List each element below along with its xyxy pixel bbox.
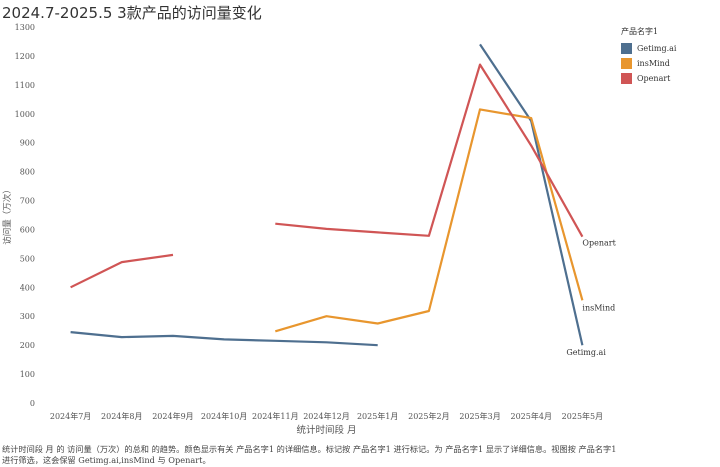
- legend-item-openart[interactable]: Openart: [621, 71, 676, 86]
- chart-caption: 统计时间段 月 的 访问量（万次）的总和 的趋势。颜色显示有关 产品名字1 的详…: [2, 444, 617, 465]
- x-tick-label: 2024年9月: [152, 411, 193, 421]
- end-label: insMind: [582, 303, 615, 312]
- series-line-openart: [70, 253, 174, 289]
- x-tick-label: 2024年12月: [303, 411, 350, 421]
- series-line-openart: [275, 63, 584, 238]
- y-axis-label: 访问量（万次）: [2, 185, 13, 245]
- series-line-getimgai: [70, 331, 378, 347]
- axes: 0 100 200 300 400 500 600 700 800 900 1000 1100 1200…: [2, 23, 603, 436]
- legend-title: 产品名字1: [621, 27, 659, 36]
- y-tick-label: 600: [20, 225, 35, 234]
- legend-swatch: [621, 43, 632, 54]
- legend-label: Openart: [637, 74, 671, 83]
- x-tick-label: 2025年1月: [357, 411, 398, 421]
- y-tick-label: 0: [30, 399, 35, 408]
- y-tick-label: 1000: [15, 110, 35, 119]
- end-label: Getimg.ai: [566, 348, 606, 357]
- legend-item-getimg[interactable]: Getimg.ai: [621, 41, 676, 56]
- x-tick-label: 2024年10月: [201, 411, 248, 421]
- line-chart: 0 100 200 300 400 500 600 700 800 900 1000 1100 1200…: [2, 23, 617, 436]
- end-label: Openart: [582, 239, 616, 248]
- legend: 产品名字1 Getimg.ai insMind Openart: [621, 26, 676, 86]
- x-tick-label: 2024年7月: [50, 411, 91, 421]
- x-tick-label: 2025年2月: [408, 411, 449, 421]
- legend-swatch: [621, 58, 632, 69]
- chart-title: 2024.7-2025.5 3款产品的访问量变化: [2, 4, 262, 22]
- series-line-insmind: [274, 108, 584, 333]
- y-tick-label: 1100: [15, 81, 35, 90]
- legend-swatch: [621, 73, 632, 84]
- y-tick-label: 700: [20, 197, 35, 206]
- y-tick-label: 800: [20, 168, 35, 177]
- y-tick-label: 200: [20, 341, 35, 350]
- legend-item-insmind[interactable]: insMind: [621, 56, 676, 71]
- x-axis-label: 统计时间段 月: [296, 424, 356, 436]
- y-tick-label: 1200: [15, 52, 35, 61]
- x-tick-label: 2025年4月: [511, 411, 552, 421]
- legend-label: insMind: [637, 59, 670, 68]
- y-tick-label: 100: [20, 370, 35, 379]
- end-labels: Getimg.ai insMind Openart: [566, 239, 616, 357]
- y-tick-label: 900: [20, 139, 35, 148]
- x-tick-label: 2025年5月: [562, 411, 603, 421]
- y-tick-label: 500: [20, 254, 35, 263]
- y-tick-label: 1300: [15, 23, 35, 32]
- x-tick-label: 2024年8月: [101, 411, 142, 421]
- x-tick-label: 2025年3月: [459, 411, 500, 421]
- y-tick-label: 300: [20, 312, 35, 321]
- y-tick-label: 400: [20, 283, 35, 292]
- legend-label: Getimg.ai: [637, 44, 677, 53]
- series-lines: [70, 43, 584, 347]
- x-tick-label: 2024年11月: [252, 411, 299, 421]
